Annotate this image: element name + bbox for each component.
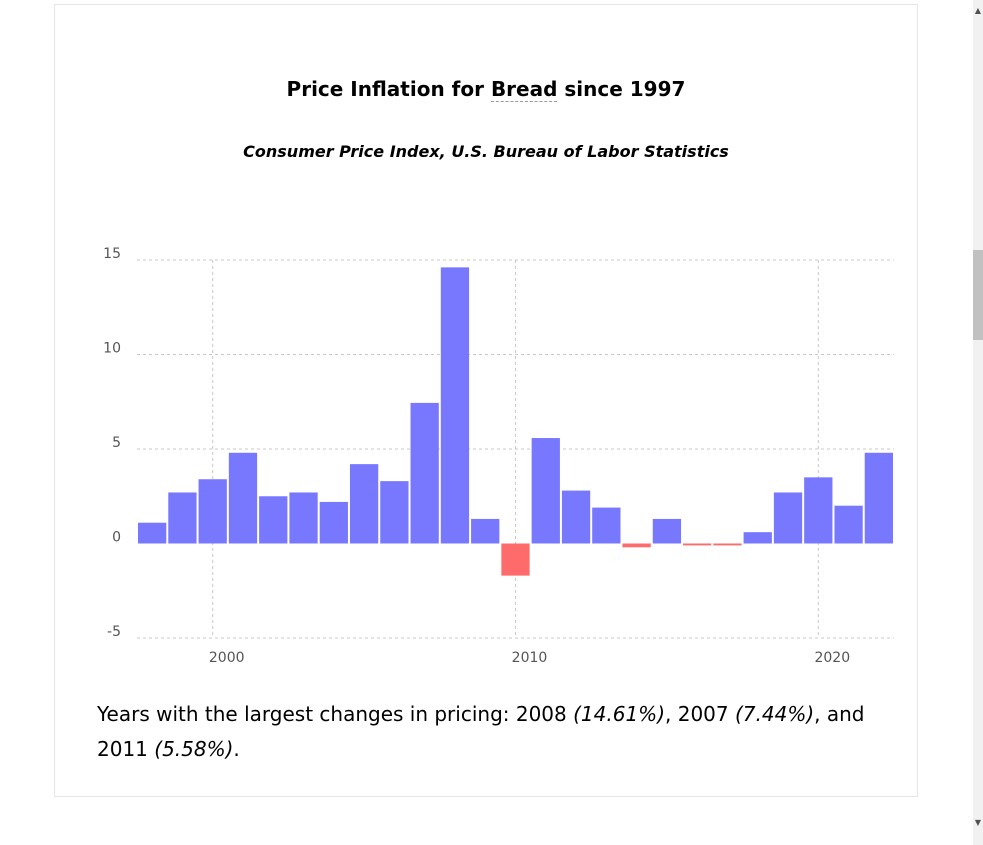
bar-2011 bbox=[531, 438, 560, 544]
bar-2022 bbox=[864, 452, 893, 544]
chart-title: Price Inflation for Bread since 1997 bbox=[55, 77, 917, 102]
summary-year-3: 2011 bbox=[97, 737, 148, 761]
bar-2021 bbox=[834, 505, 863, 544]
bar-2000 bbox=[198, 479, 227, 544]
bar-2018 bbox=[743, 532, 772, 544]
bar-2019 bbox=[773, 492, 803, 544]
bar-2007 bbox=[410, 402, 439, 544]
bar-2012 bbox=[561, 490, 591, 544]
scroll-up-icon[interactable]: ▲ bbox=[974, 6, 982, 15]
bar-1998 bbox=[138, 522, 167, 544]
summary-year-1: 2008 bbox=[515, 702, 567, 726]
bar-2020 bbox=[804, 477, 833, 544]
bar-chart: -5 0 5 10 15 2000 2010 2020 bbox=[103, 246, 894, 666]
title-keyword-link[interactable]: Bread bbox=[490, 77, 558, 102]
x-tick-label: 2000 bbox=[209, 650, 245, 666]
chart-subtitle: Consumer Price Index, U.S. Bureau of Lab… bbox=[243, 142, 729, 161]
y-tick-label: 10 bbox=[103, 341, 121, 357]
bar-2015 bbox=[652, 518, 682, 544]
bar-2006 bbox=[380, 481, 409, 544]
summary-end: . bbox=[233, 737, 240, 761]
y-tick-label: 0 bbox=[112, 530, 121, 546]
x-tick-label: 2010 bbox=[512, 650, 548, 666]
summary-pct-2: (7.44%) bbox=[734, 702, 815, 726]
title-prefix: Price Inflation for bbox=[286, 77, 491, 101]
y-tick-label: 5 bbox=[112, 435, 121, 451]
bar-2017 bbox=[713, 543, 742, 546]
y-tick-label: -5 bbox=[107, 624, 121, 640]
summary-year-2: 2007 bbox=[677, 702, 729, 726]
summary-and: , and bbox=[814, 702, 865, 726]
bar-2010 bbox=[501, 543, 530, 576]
chart-card: Price Inflation for Bread since 1997 Con… bbox=[54, 4, 918, 797]
summary-pct-3: (5.58%) bbox=[154, 737, 234, 761]
bar-2014 bbox=[622, 543, 651, 548]
bar-2009 bbox=[471, 518, 500, 544]
bar-2004 bbox=[319, 501, 348, 544]
summary-sep: , bbox=[665, 702, 678, 726]
bar-2016 bbox=[683, 543, 712, 546]
bar-2005 bbox=[349, 464, 379, 544]
y-tick-label: 15 bbox=[103, 246, 121, 262]
scroll-down-icon[interactable]: ▼ bbox=[974, 818, 982, 827]
bar-2008 bbox=[440, 267, 470, 544]
bar-2002 bbox=[259, 496, 288, 544]
x-tick-label: 2020 bbox=[814, 650, 850, 666]
bar-1999 bbox=[168, 492, 197, 544]
summary-text: Years with the largest changes in pricin… bbox=[97, 697, 917, 767]
title-suffix: since 1997 bbox=[557, 77, 686, 101]
bar-2003 bbox=[289, 492, 318, 544]
summary-intro: Years with the largest changes in pricin… bbox=[97, 702, 516, 726]
vertical-scrollbar[interactable]: ▲ ▼ bbox=[973, 0, 983, 845]
bar-2001 bbox=[228, 452, 258, 544]
bar-2013 bbox=[592, 507, 621, 544]
summary-pct-1: (14.61%) bbox=[573, 702, 665, 726]
scrollbar-thumb[interactable] bbox=[973, 250, 983, 340]
